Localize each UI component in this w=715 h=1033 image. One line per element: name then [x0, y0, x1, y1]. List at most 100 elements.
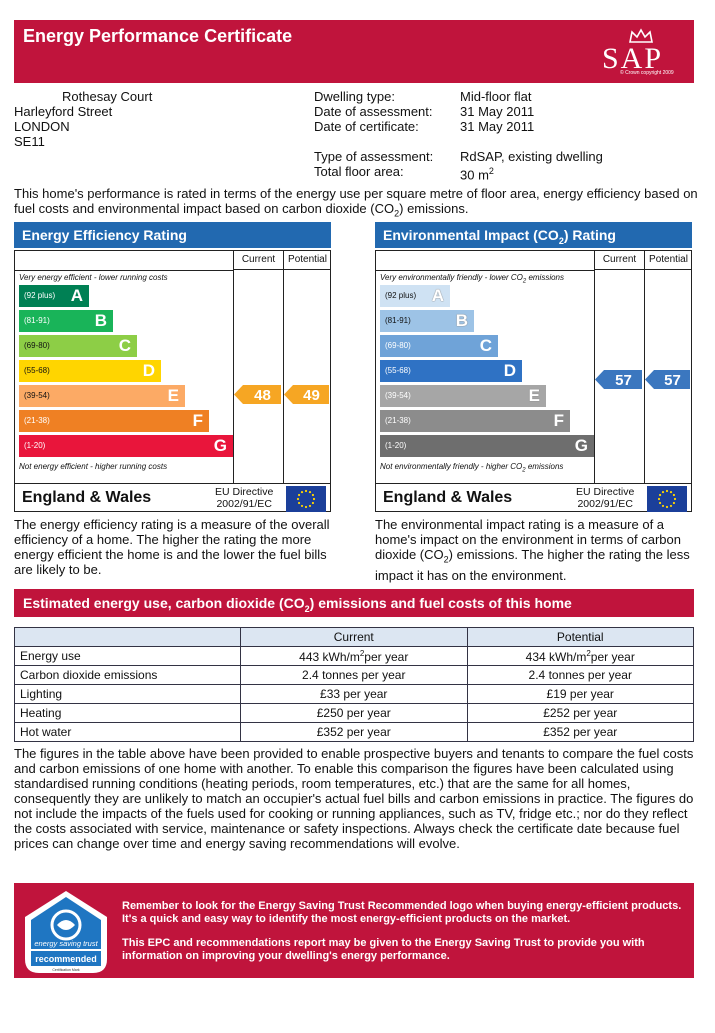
band-letter: B	[455, 311, 468, 330]
potential-value: 434 kWh/m2per year	[466, 646, 694, 666]
sap-logo-text: SAP	[602, 42, 664, 75]
band-letter: C	[479, 336, 492, 355]
table-row: Hot water £352 per year £352 per year	[14, 722, 694, 742]
potential-value: £19 per year	[466, 684, 694, 704]
potential-value: 2.4 tonnes per year	[466, 665, 694, 685]
row-label: Energy use	[14, 646, 241, 666]
intro-text: This home's performance is rated in term…	[14, 186, 698, 219]
energy-rating-description: The energy efficiency rating is a measur…	[14, 517, 330, 577]
energy-bottom-note: Not energy efficient - higher running co…	[19, 462, 168, 471]
rating-band-a: (92 plus) A	[380, 285, 450, 307]
band-range: (55-68)	[385, 366, 411, 375]
rating-band-d: (55-68) D	[380, 360, 522, 382]
band-letter: F	[553, 411, 564, 430]
floor-area-label: Total floor area:	[314, 164, 404, 179]
dwelling-details: Dwelling type: Mid-floor flat Date of ass…	[314, 89, 603, 182]
potential-rating-arrow: 57	[645, 370, 691, 389]
assessment-type-value: RdSAP, existing dwelling	[460, 149, 603, 164]
assessment-date-value: 31 May 2011	[460, 104, 535, 119]
band-letter: G	[574, 436, 588, 455]
env-rating-description: The environmental impact rating is a mea…	[375, 517, 690, 583]
current-value: £33 per year	[240, 684, 468, 704]
current-value: £250 per year	[240, 703, 468, 723]
estimated-costs-table: Current Potential Energy use 443 kWh/m2p…	[14, 627, 694, 742]
band-range: (81-91)	[385, 316, 411, 325]
table-row: Carbon dioxide emissions 2.4 tonnes per …	[14, 665, 694, 685]
address-line: SE11	[14, 134, 45, 149]
rating-band-e: (39-54) E	[19, 385, 185, 407]
row-label: Carbon dioxide emissions	[14, 665, 241, 685]
band-letter: D	[503, 361, 516, 380]
property-address: Rothesay Court Harleyford Street LONDON …	[14, 89, 152, 149]
energy-footer: England & Wales EU Directive 2002/91/EC	[15, 483, 330, 512]
sap-logo: SAP © Crown copyright 2009	[602, 28, 680, 78]
energy-saving-trust-logo: energy saving trust recommended Certific…	[25, 891, 107, 973]
current-column-header: Current	[233, 251, 283, 270]
row-label: Hot water	[14, 722, 241, 742]
env-footer: England & Wales EU Directive 2002/91/EC	[376, 483, 691, 512]
potential-value: £252 per year	[466, 703, 694, 723]
band-letter: F	[192, 411, 203, 430]
crown-icon	[629, 28, 653, 43]
band-range: (69-80)	[24, 341, 50, 350]
band-letter: E	[167, 386, 179, 405]
environmental-impact-title: Environmental Impact (CO2) Rating	[375, 222, 692, 248]
address-line: Rothesay Court	[62, 89, 153, 104]
band-range: (1-20)	[385, 441, 407, 450]
band-letter: G	[213, 436, 227, 455]
potential-value: £352 per year	[466, 722, 694, 742]
current-column-header: Current	[240, 627, 468, 647]
band-range: (69-80)	[385, 341, 411, 350]
potential-column-header: Potential	[466, 627, 694, 647]
rating-band-b: (81-91) B	[380, 310, 474, 332]
energy-saving-trust-banner: energy saving trust recommended Certific…	[14, 883, 694, 978]
energy-efficiency-title: Energy Efficiency Rating	[14, 222, 331, 248]
band-range: (21-38)	[24, 416, 50, 425]
certificate-title: Energy Performance Certificate	[23, 26, 293, 46]
eu-directive: EU Directive 2002/91/EC	[576, 486, 635, 510]
energy-efficiency-chart: Current Potential Very energy efficient …	[14, 250, 331, 512]
table-header-row: Current Potential	[14, 627, 694, 647]
potential-column-header: Potential	[644, 251, 692, 270]
svg-text:Certification Mark: Certification Mark	[52, 968, 79, 972]
band-letter: A	[431, 286, 444, 305]
band-range: (92 plus)	[385, 291, 417, 300]
row-label: Lighting	[14, 684, 241, 704]
address-line: LONDON	[14, 119, 70, 134]
estimated-costs-title: Estimated energy use, carbon dioxide (CO…	[14, 589, 694, 617]
band-letter: D	[142, 361, 155, 380]
region-label: England & Wales	[22, 489, 152, 506]
svg-text:energy saving trust: energy saving trust	[34, 939, 98, 948]
eu-flag-icon	[286, 486, 326, 512]
environmental-impact-panel: Environmental Impact (CO2) Rating Curren…	[375, 222, 692, 512]
current-rating-arrow: 48	[234, 385, 282, 404]
svg-text:49: 49	[303, 387, 320, 404]
eu-directive: EU Directive 2002/91/EC	[215, 486, 274, 510]
certificate-date-label: Date of certificate:	[314, 119, 419, 134]
floor-area-value: 30 m2	[460, 166, 494, 183]
env-bottom-note: Not environmentally friendly - higher CO…	[380, 462, 564, 474]
sap-copyright: © Crown copyright 2009	[620, 70, 674, 76]
rating-band-b: (81-91) B	[19, 310, 113, 332]
table-row: Heating £250 per year £252 per year	[14, 703, 694, 723]
band-range: (39-54)	[24, 391, 50, 400]
certificate-header: Energy Performance Certificate SAP © Cro…	[14, 20, 694, 83]
band-range: (21-38)	[385, 416, 411, 425]
current-column-header: Current	[594, 251, 644, 270]
rating-band-f: (21-38) F	[380, 410, 570, 432]
region-label: England & Wales	[383, 489, 513, 506]
rating-band-f: (21-38) F	[19, 410, 209, 432]
environmental-impact-chart: Current Potential Very environmentally f…	[375, 250, 692, 512]
banner-text: Remember to look for the Energy Saving T…	[122, 900, 682, 963]
banner-paragraph: Remember to look for the Energy Saving T…	[122, 900, 682, 925]
band-letter: E	[528, 386, 540, 405]
rating-band-c: (69-80) C	[380, 335, 498, 357]
env-top-note: Very environmentally friendly - lower CO…	[380, 273, 565, 285]
assessment-date-label: Date of assessment:	[314, 104, 433, 119]
rating-band-c: (69-80) C	[19, 335, 137, 357]
current-value: 443 kWh/m2per year	[240, 646, 468, 666]
rating-band-g: (1-20) G	[19, 435, 233, 457]
rating-band-d: (55-68) D	[19, 360, 161, 382]
address-line: Harleyford Street	[14, 104, 113, 119]
svg-text:57: 57	[615, 372, 632, 389]
